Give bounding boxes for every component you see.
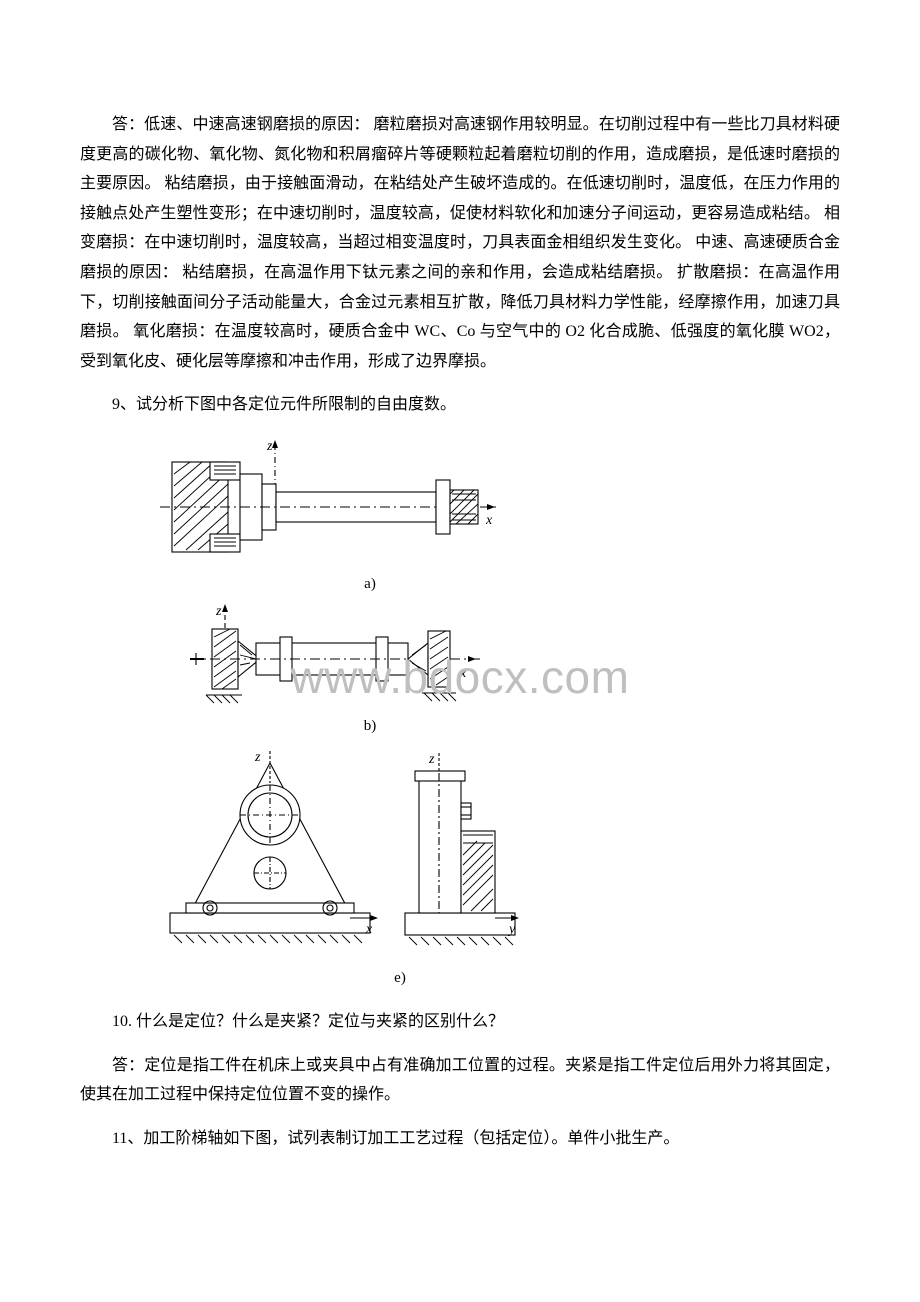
figure-b-caption: b): [150, 718, 510, 735]
figures-container: z: [150, 434, 840, 987]
figure-b-svg: z: [150, 601, 510, 716]
svg-text:z: z: [266, 439, 273, 454]
figure-e-svg: z: [150, 743, 520, 968]
svg-text:z: z: [428, 752, 435, 767]
svg-text:x: x: [459, 666, 467, 681]
figure-a-svg: z: [150, 434, 510, 574]
question-11-text: 11、加工阶梯轴如下图，试列表制订加工工艺过程（包括定位）。单件小批生产。: [80, 1124, 679, 1154]
figure-a-wrap: z: [150, 434, 840, 593]
figure-e-caption: e): [150, 970, 520, 987]
question-9: 9、试分析下图中各定位元件所限制的自由度数。: [80, 390, 840, 420]
svg-text:y: y: [507, 922, 516, 937]
figure-e-wrap: z: [150, 743, 840, 987]
answer-8-para: 答：低速、中速高速钢磨损的原因： 磨粒磨损对高速钢作用较明显。在切削过程中有一些…: [80, 110, 840, 376]
svg-text:x: x: [365, 922, 373, 937]
question-11: 11、加工阶梯轴如下图，试列表制订加工工艺过程（包括定位）。单件小批生产。: [80, 1124, 840, 1154]
svg-text:x: x: [485, 513, 493, 528]
svg-text:z: z: [254, 750, 261, 765]
figure-a-caption: a): [150, 576, 510, 593]
svg-text:z: z: [215, 604, 222, 619]
answer-10-para: 答：定位是指工件在机床上或夹具中占有准确加工位置的过程。夹紧是指工件定位后用外力…: [80, 1051, 840, 1110]
question-10: 10. 什么是定位？什么是夹紧？定位与夹紧的区别什么？: [80, 1007, 840, 1037]
figure-b-wrap: z: [150, 601, 840, 735]
